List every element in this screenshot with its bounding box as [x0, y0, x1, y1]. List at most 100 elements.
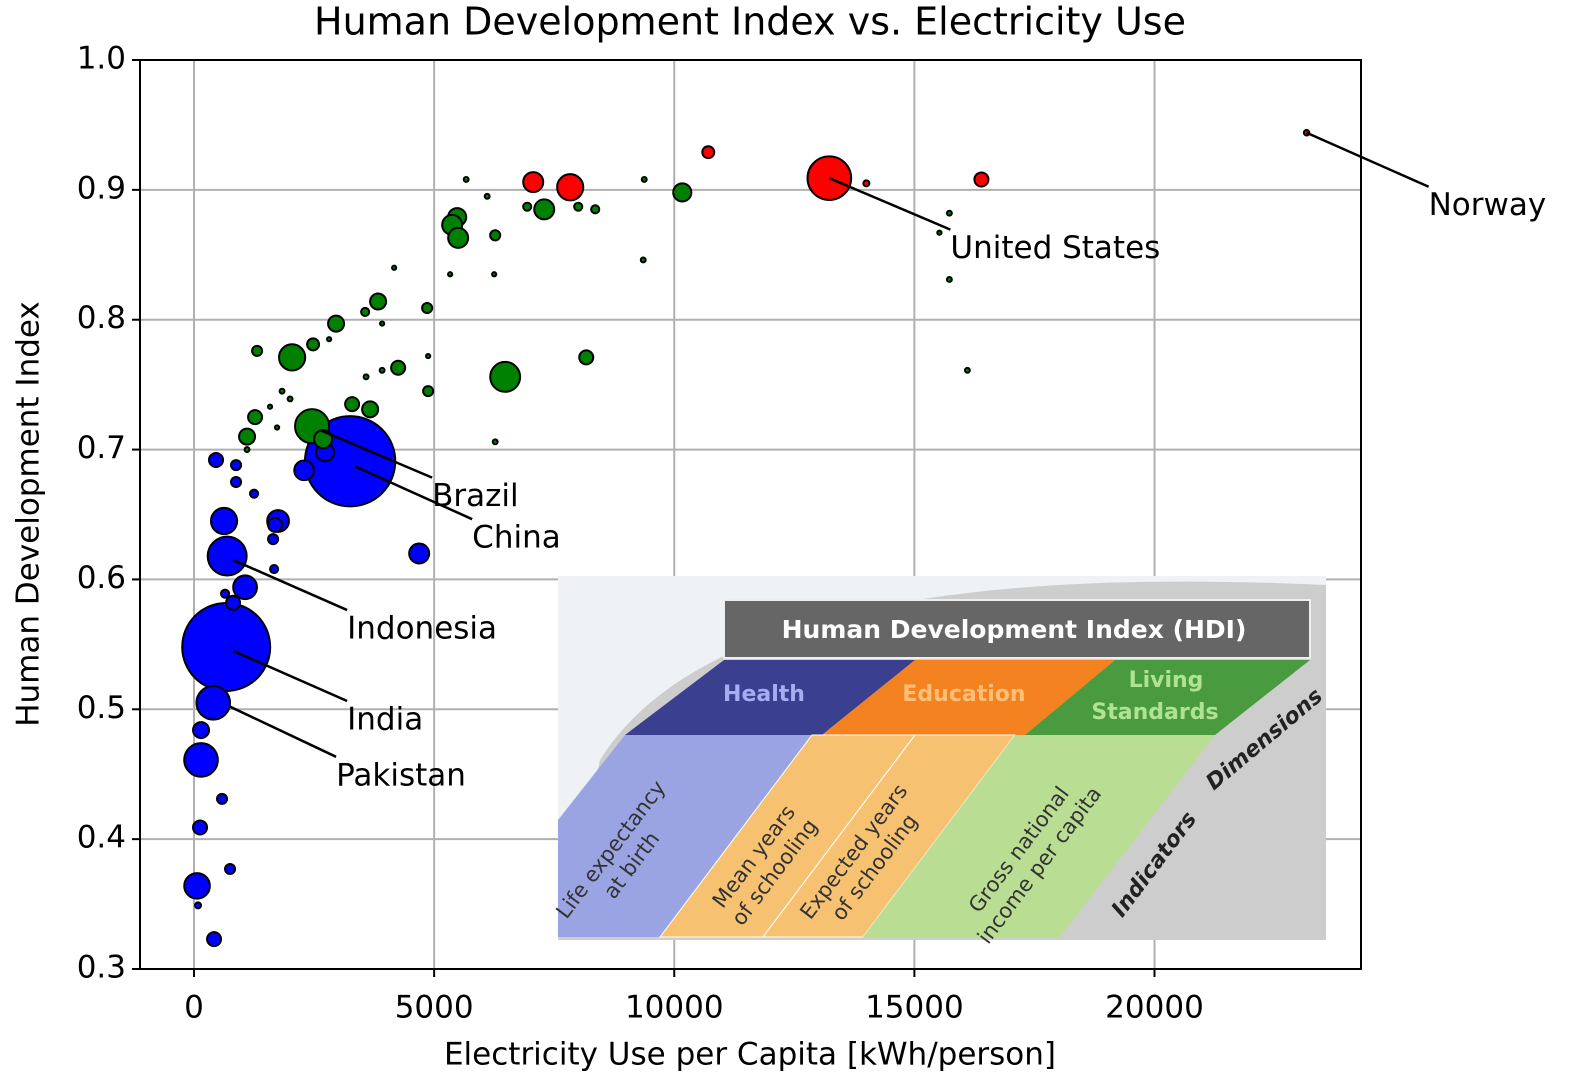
bubble — [209, 506, 239, 536]
diagram-title: Human Development Index (HDI) — [782, 615, 1247, 644]
bubble — [224, 862, 237, 876]
bubble — [230, 459, 243, 472]
bubble — [369, 292, 388, 311]
bubble — [360, 306, 371, 317]
bubble — [247, 409, 264, 426]
dimension-label: Standards — [1091, 700, 1218, 725]
bubble — [267, 533, 280, 546]
bubble — [278, 343, 307, 372]
y-tick-label: 0.9 — [77, 170, 126, 206]
dimension-label: Education — [902, 682, 1025, 707]
bubble — [243, 446, 251, 454]
bubble — [192, 721, 211, 740]
bubble — [422, 385, 435, 398]
annotation: India — [347, 701, 423, 737]
plot-frame — [139, 59, 1362, 970]
bubble — [269, 563, 280, 575]
dimension-label: Health — [723, 682, 805, 707]
y-tick-label: 1.0 — [77, 41, 126, 77]
annotation-line — [828, 177, 951, 231]
bubble — [391, 264, 398, 271]
bubble — [640, 176, 648, 183]
x-tick-label: 0 — [184, 990, 204, 1026]
bubble — [522, 171, 545, 194]
annotation: United States — [950, 230, 1160, 266]
indicator-gni — [863, 735, 1215, 937]
bubble — [701, 145, 716, 160]
bubble — [206, 931, 223, 948]
bubble — [232, 574, 258, 601]
bubble — [249, 488, 260, 499]
bubble — [192, 819, 209, 836]
bubble — [447, 271, 454, 278]
bubble — [194, 901, 203, 910]
bubble — [672, 182, 693, 203]
x-tick-label: 10000 — [625, 990, 724, 1026]
bubble — [862, 179, 871, 188]
bubble — [267, 516, 284, 533]
bubble — [556, 173, 585, 202]
bubble — [408, 542, 431, 565]
bubble — [225, 594, 242, 611]
bubble — [963, 366, 971, 374]
annotation-line — [232, 558, 348, 612]
bubble — [378, 366, 386, 374]
x-tick-label: 20000 — [1105, 990, 1204, 1026]
x-tick-label: 15000 — [865, 990, 964, 1026]
bubble — [421, 301, 434, 315]
diagram-swoosh — [558, 576, 1326, 940]
bubble — [306, 337, 321, 352]
bubble — [573, 201, 584, 212]
annotation-line — [354, 465, 473, 521]
bubble — [945, 209, 953, 217]
dimension-education — [822, 660, 1115, 735]
bubble — [327, 314, 346, 333]
annotation: Norway — [1429, 187, 1547, 223]
bubble — [183, 742, 219, 778]
bubble — [447, 226, 470, 249]
bubble — [251, 344, 264, 357]
bubble — [973, 171, 990, 188]
chart-title: Human Development Index vs. Electricity … — [314, 0, 1186, 44]
bubble — [361, 400, 380, 419]
bubble — [220, 588, 231, 599]
bubble — [483, 192, 491, 200]
annotation: Pakistan — [336, 757, 466, 793]
bubble — [533, 198, 556, 221]
bubble — [491, 271, 498, 278]
bubble — [208, 451, 225, 468]
bubble — [183, 872, 211, 900]
annotation: Brazil — [432, 478, 519, 514]
annotation: Indonesia — [347, 611, 497, 647]
bubble — [639, 256, 647, 264]
bubble — [206, 535, 248, 577]
bubble — [344, 396, 361, 413]
annotation-line — [232, 649, 348, 703]
plot-area — [181, 128, 1430, 948]
bubble — [489, 360, 522, 393]
hdi-diagram: Human Development Index (HDI) Health Edu… — [551, 576, 1328, 948]
bubble — [945, 276, 953, 283]
bubble — [230, 476, 243, 489]
bubble — [195, 684, 232, 721]
bubble — [215, 792, 229, 805]
bubble — [578, 349, 595, 366]
bubble — [390, 359, 407, 376]
dimension-living — [1025, 660, 1310, 735]
bubble — [286, 395, 294, 403]
diagram-title-bar — [723, 599, 1311, 659]
bubble — [273, 424, 281, 431]
bubble — [936, 229, 943, 236]
y-tick-label: 0.8 — [77, 300, 126, 336]
annotation: China — [472, 520, 561, 556]
x-tick-label: 5000 — [395, 990, 474, 1026]
y-tick-label: 0.4 — [77, 820, 126, 856]
bubble — [379, 320, 386, 327]
bubble — [425, 352, 432, 360]
y-tick-label: 0.7 — [77, 430, 126, 466]
bubble — [491, 438, 499, 446]
bubble — [278, 387, 286, 395]
bubble — [238, 427, 257, 446]
y-tick-label: 0.5 — [77, 690, 126, 726]
